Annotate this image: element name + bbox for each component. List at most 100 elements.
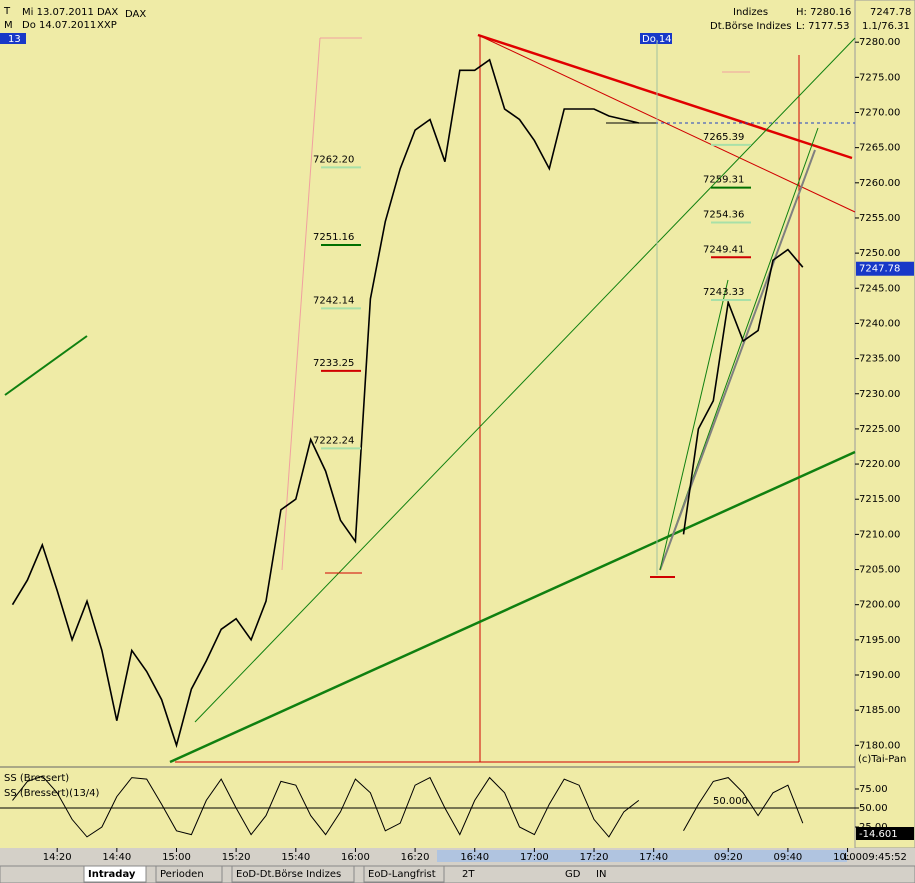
tab[interactable] <box>155 865 223 883</box>
indicator-title: SS (Bressert) <box>4 773 69 784</box>
y-tick-label: 7240.00 <box>859 318 900 329</box>
time-range-highlight <box>437 850 847 862</box>
header-text: T <box>3 6 11 17</box>
header-symbol: DAX <box>97 7 118 18</box>
copyright: (c)Tai-Pan <box>858 754 906 765</box>
current-value-label: -14.601 <box>859 829 898 840</box>
y-tick-label: 75.00 <box>859 784 888 795</box>
y-tick-label: 7220.00 <box>859 459 900 470</box>
header-text: M <box>4 20 13 31</box>
header-symbol: DAX <box>125 9 146 20</box>
x-tick-label: 17:20 <box>580 852 609 863</box>
tab-label[interactable]: EoD-Dt.Börse Indizes <box>236 869 341 880</box>
header-text: Dt.Börse Indizes <box>710 21 791 32</box>
price-line <box>11 58 804 749</box>
date-tag <box>640 33 672 44</box>
level-label: 7242.14 <box>313 295 354 306</box>
x-tick-label: 17:40 <box>639 852 668 863</box>
x-tick-label: 16:20 <box>401 852 430 863</box>
y-tick-label: 7185.00 <box>859 705 900 716</box>
level-label: 7243.33 <box>703 287 744 298</box>
x-tick-label: 10:00 <box>833 852 862 863</box>
y-tick-label: 7195.00 <box>859 635 900 646</box>
y-tick-label: 7225.00 <box>859 424 900 435</box>
header-ratio: 1.1/76.31 <box>862 21 910 32</box>
x-tick-label: 14:20 <box>43 852 72 863</box>
x-tick-label: 15:20 <box>222 852 251 863</box>
trendline <box>281 37 321 571</box>
header-symbol: XXP <box>97 20 117 31</box>
trendline <box>4 335 88 396</box>
level-label: 7249.41 <box>703 244 744 255</box>
level-label: 7262.20 <box>313 154 354 165</box>
tab[interactable] <box>363 865 445 883</box>
tab-label[interactable]: Perioden <box>160 869 204 880</box>
trendline <box>659 279 729 571</box>
date-tag <box>0 33 26 44</box>
last-price-label: 7247.78 <box>859 264 900 275</box>
clock: 09:45:52 <box>862 852 907 863</box>
y-tick-label: 7215.00 <box>859 494 900 505</box>
y-tick-label: 7210.00 <box>859 529 900 540</box>
level-label: 7233.25 <box>313 358 354 369</box>
level-label: 7259.31 <box>703 175 744 186</box>
level-label: 7254.36 <box>703 209 744 220</box>
current-value-tag <box>856 827 914 840</box>
y-tick-label: 7180.00 <box>859 740 900 751</box>
header-high: H: 7280.16 <box>796 7 851 18</box>
x-tick-label: 15:00 <box>162 852 191 863</box>
price-axis-panel <box>854 0 915 849</box>
tab-bar <box>0 865 915 883</box>
toolbar-button[interactable]: GD <box>565 869 581 880</box>
header-text: Indizes <box>733 7 768 18</box>
trendline <box>169 450 856 764</box>
last-price-tag <box>856 261 914 276</box>
toolbar-button[interactable]: IN <box>596 869 606 880</box>
trendline <box>477 34 856 213</box>
axis-end: L <box>844 852 850 863</box>
x-tick-label: 14:40 <box>102 852 131 863</box>
x-tick-label: 16:40 <box>460 852 489 863</box>
y-tick-label: 7275.00 <box>859 72 900 83</box>
y-tick-label: 7200.00 <box>859 600 900 611</box>
x-tick-label: 15:40 <box>281 852 310 863</box>
level-label: 7251.16 <box>313 232 354 243</box>
header-low: L: 7177.53 <box>796 21 849 32</box>
x-tick-label: 17:00 <box>520 852 549 863</box>
y-tick-label: 7205.00 <box>859 565 900 576</box>
toolbar-button[interactable]: 2T <box>462 869 475 880</box>
date-tag-text: 13 <box>8 34 21 45</box>
y-tick-label: 7235.00 <box>859 354 900 365</box>
y-tick-label: 7265.00 <box>859 143 900 154</box>
level-label: 7265.39 <box>703 132 744 143</box>
tab[interactable] <box>231 865 355 883</box>
header-last: 7247.78 <box>870 7 911 18</box>
level-label: 7222.24 <box>313 435 354 446</box>
y-tick-label: 7280.00 <box>859 37 900 48</box>
tab[interactable] <box>83 865 147 883</box>
y-tick-label: 7245.00 <box>859 283 900 294</box>
x-tick-label: 09:40 <box>773 852 802 863</box>
x-tick-label: 09:20 <box>714 852 743 863</box>
y-tick-label: 50.00 <box>859 803 888 814</box>
header-date: Do 14.07.2011 <box>22 20 96 31</box>
header-date: Mi 13.07.2011 <box>22 7 94 18</box>
x-tick-label: 16:00 <box>341 852 370 863</box>
trendline <box>659 149 816 571</box>
y-tick-label: 7230.00 <box>859 389 900 400</box>
y-tick-label: 7190.00 <box>859 670 900 681</box>
trendlines <box>4 33 856 764</box>
y-tick-label: 7260.00 <box>859 178 900 189</box>
tab-label[interactable]: EoD-Langfrist <box>368 869 436 880</box>
trendline <box>194 37 856 723</box>
price-line <box>12 775 804 838</box>
y-tick-label: 7270.00 <box>859 108 900 119</box>
y-tick-label: 7250.00 <box>859 248 900 259</box>
tab-label[interactable]: Intraday <box>88 869 136 880</box>
indicator-subtitle: SS (Bressert)(13/4) <box>4 788 100 799</box>
date-tag-text: Do.14 <box>642 34 672 45</box>
reference-label: 50.000 <box>713 796 748 807</box>
